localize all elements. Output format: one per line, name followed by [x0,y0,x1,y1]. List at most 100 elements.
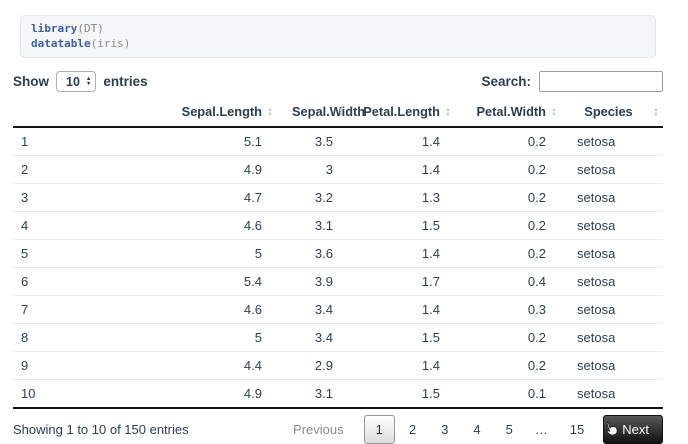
cell-rowname: 10 [21,386,36,401]
search-input[interactable] [539,71,663,92]
cell-sepal.width: 3.4 [277,295,348,324]
sort-desc-arrow: ▼ [551,112,557,118]
cell-sepal.length: 4.9 [95,155,277,184]
cell-rowname: 3 [13,183,95,212]
page-button-3[interactable]: 3 [441,422,449,437]
next-page-button[interactable]: Next [603,415,663,444]
table-controls: Show 10 ▲ ▼ entries Search: [13,71,663,92]
hand-pointer-cursor-icon [603,420,620,440]
cell-species: setosa [561,127,663,156]
cell-sepal.width: 3.4 [277,323,348,352]
column-header-label: Sepal.Width [292,104,366,119]
table-info: Showing 1 to 10 of 150 entries [13,422,189,437]
column-header-petal-length[interactable]: Petal.Length ▲ ▼ [348,103,455,128]
table-body: 1 5.1 3.5 1.4 0.2 setosa 2 4.9 3 1.4 0.2 setosa 3 4.7… [13,127,663,408]
cell-species: setosa [577,386,616,401]
cell-sepal.width: 3 [277,155,348,184]
cell-sepal.width: 2.9 [277,351,348,380]
table-row: 7 4.6 3.4 1.4 0.3 setosa [13,295,663,324]
cell-petal.length: 1.5 [348,211,455,240]
column-header-petal-width[interactable]: Petal.Width ▲ ▼ [455,103,561,128]
cell-species: setosa [561,155,663,184]
code-function-name: datatable [31,36,91,50]
page-button-5[interactable]: 5 [505,422,513,437]
datatable-widget: Show 10 ▲ ▼ entries Search: Sepal.Length ▲… [13,71,663,444]
cell-petal.width: 0.3 [455,295,561,324]
table-row: 10 4.9 3.1 1.5 0.1 setosa [13,380,663,409]
cell-species: setosa [561,267,663,296]
cell-petal.width: 0.2 [455,239,561,268]
sort-asc-arrow: ▲ [445,107,451,113]
sort-desc-arrow: ▼ [338,112,344,118]
cell-petal.width: 0.4 [455,267,561,296]
pagination: Previous 1 2 3 4 5 … 15 Next [279,415,663,444]
cell-petal.width: 0.1 [527,386,546,401]
table-row: 3 4.7 3.2 1.3 0.2 setosa [13,183,663,212]
cell-rowname: 8 [13,323,95,352]
cell-petal.length: 1.4 [348,351,455,380]
entries-label: entries [103,74,148,89]
page-button-15[interactable]: 15 [569,422,585,437]
cell-petal.width: 0.2 [455,183,561,212]
search-label: Search: [481,74,531,89]
cell-sepal.length: 5.1 [95,127,277,156]
column-header-label: Species [584,104,633,119]
show-label: Show [13,74,49,89]
search-control: Search: [481,71,663,92]
sort-both-icon: ▲ ▼ [445,107,451,118]
cell-species: setosa [561,239,663,268]
page-button-4[interactable]: 4 [473,422,481,437]
column-header-species[interactable]: Species ▲ ▼ [561,103,663,128]
code-line: library(DT) [31,22,645,37]
sort-desc-arrow: ▼ [267,112,273,118]
page-length-value: 10 [66,74,80,89]
page-length-control: Show 10 ▲ ▼ entries [13,71,148,92]
cell-petal.length: 1.4 [348,127,455,156]
code-arguments: (DT) [77,22,104,35]
cell-petal.width: 0.2 [455,155,561,184]
cell-species: setosa [561,211,663,240]
cell-petal.width: 0.2 [455,127,561,156]
page-button-1[interactable]: 1 [363,415,395,444]
column-header-rownames [13,103,95,128]
cell-species: setosa [561,323,663,352]
cell-petal.length: 1.5 [348,323,455,352]
sort-both-icon: ▲ ▼ [338,107,344,118]
cell-sepal.length: 4.9 [243,386,262,401]
cell-petal.length: 1.3 [348,183,455,212]
column-header-sepal-length[interactable]: Sepal.Length ▲ ▼ [95,103,277,128]
cell-petal.length: 1.4 [348,239,455,268]
cell-species: setosa [561,295,663,324]
cell-rowname: 1 [13,127,95,156]
cell-rowname: 6 [13,267,95,296]
cell-rowname: 4 [13,211,95,240]
page-button-2[interactable]: 2 [408,422,417,437]
sort-both-icon: ▲ ▼ [653,107,659,118]
sort-both-icon: ▲ ▼ [551,107,557,118]
table-row: 1 5.1 3.5 1.4 0.2 setosa [13,127,663,156]
sort-asc-arrow: ▲ [551,107,557,113]
cell-petal.width: 0.2 [455,323,561,352]
cell-sepal.width: 3.6 [277,239,348,268]
table-row: 8 5 3.4 1.5 0.2 setosa [13,323,663,352]
cell-petal.length: 1.7 [348,267,455,296]
page-length-select[interactable]: 10 ▲ ▼ [56,71,97,92]
cell-sepal.length: 5 [95,239,277,268]
cell-rowname: 7 [13,295,95,324]
column-header-label: Petal.Length [363,104,440,119]
cell-species: setosa [561,183,663,212]
table-row: 6 5.4 3.9 1.7 0.4 setosa [13,267,663,296]
cell-petal.width: 0.2 [455,211,561,240]
previous-page-button[interactable]: Previous [293,422,344,437]
sort-asc-arrow: ▲ [267,107,273,113]
column-header-sepal-width[interactable]: Sepal.Width ▲ ▼ [277,103,365,128]
cell-sepal.width: 3.9 [277,267,348,296]
table-row: 4 4.6 3.1 1.5 0.2 setosa [13,211,663,240]
table-row: 9 4.4 2.9 1.4 0.2 setosa [13,351,663,380]
cell-rowname: 5 [13,239,95,268]
cell-sepal.length: 4.6 [95,211,277,240]
iris-data-table: Sepal.Length ▲ ▼ Sepal.Width ▲ ▼ Petal.Length ▲… [13,103,663,409]
cell-sepal.length: 5 [95,323,277,352]
cell-rowname: 2 [13,155,95,184]
